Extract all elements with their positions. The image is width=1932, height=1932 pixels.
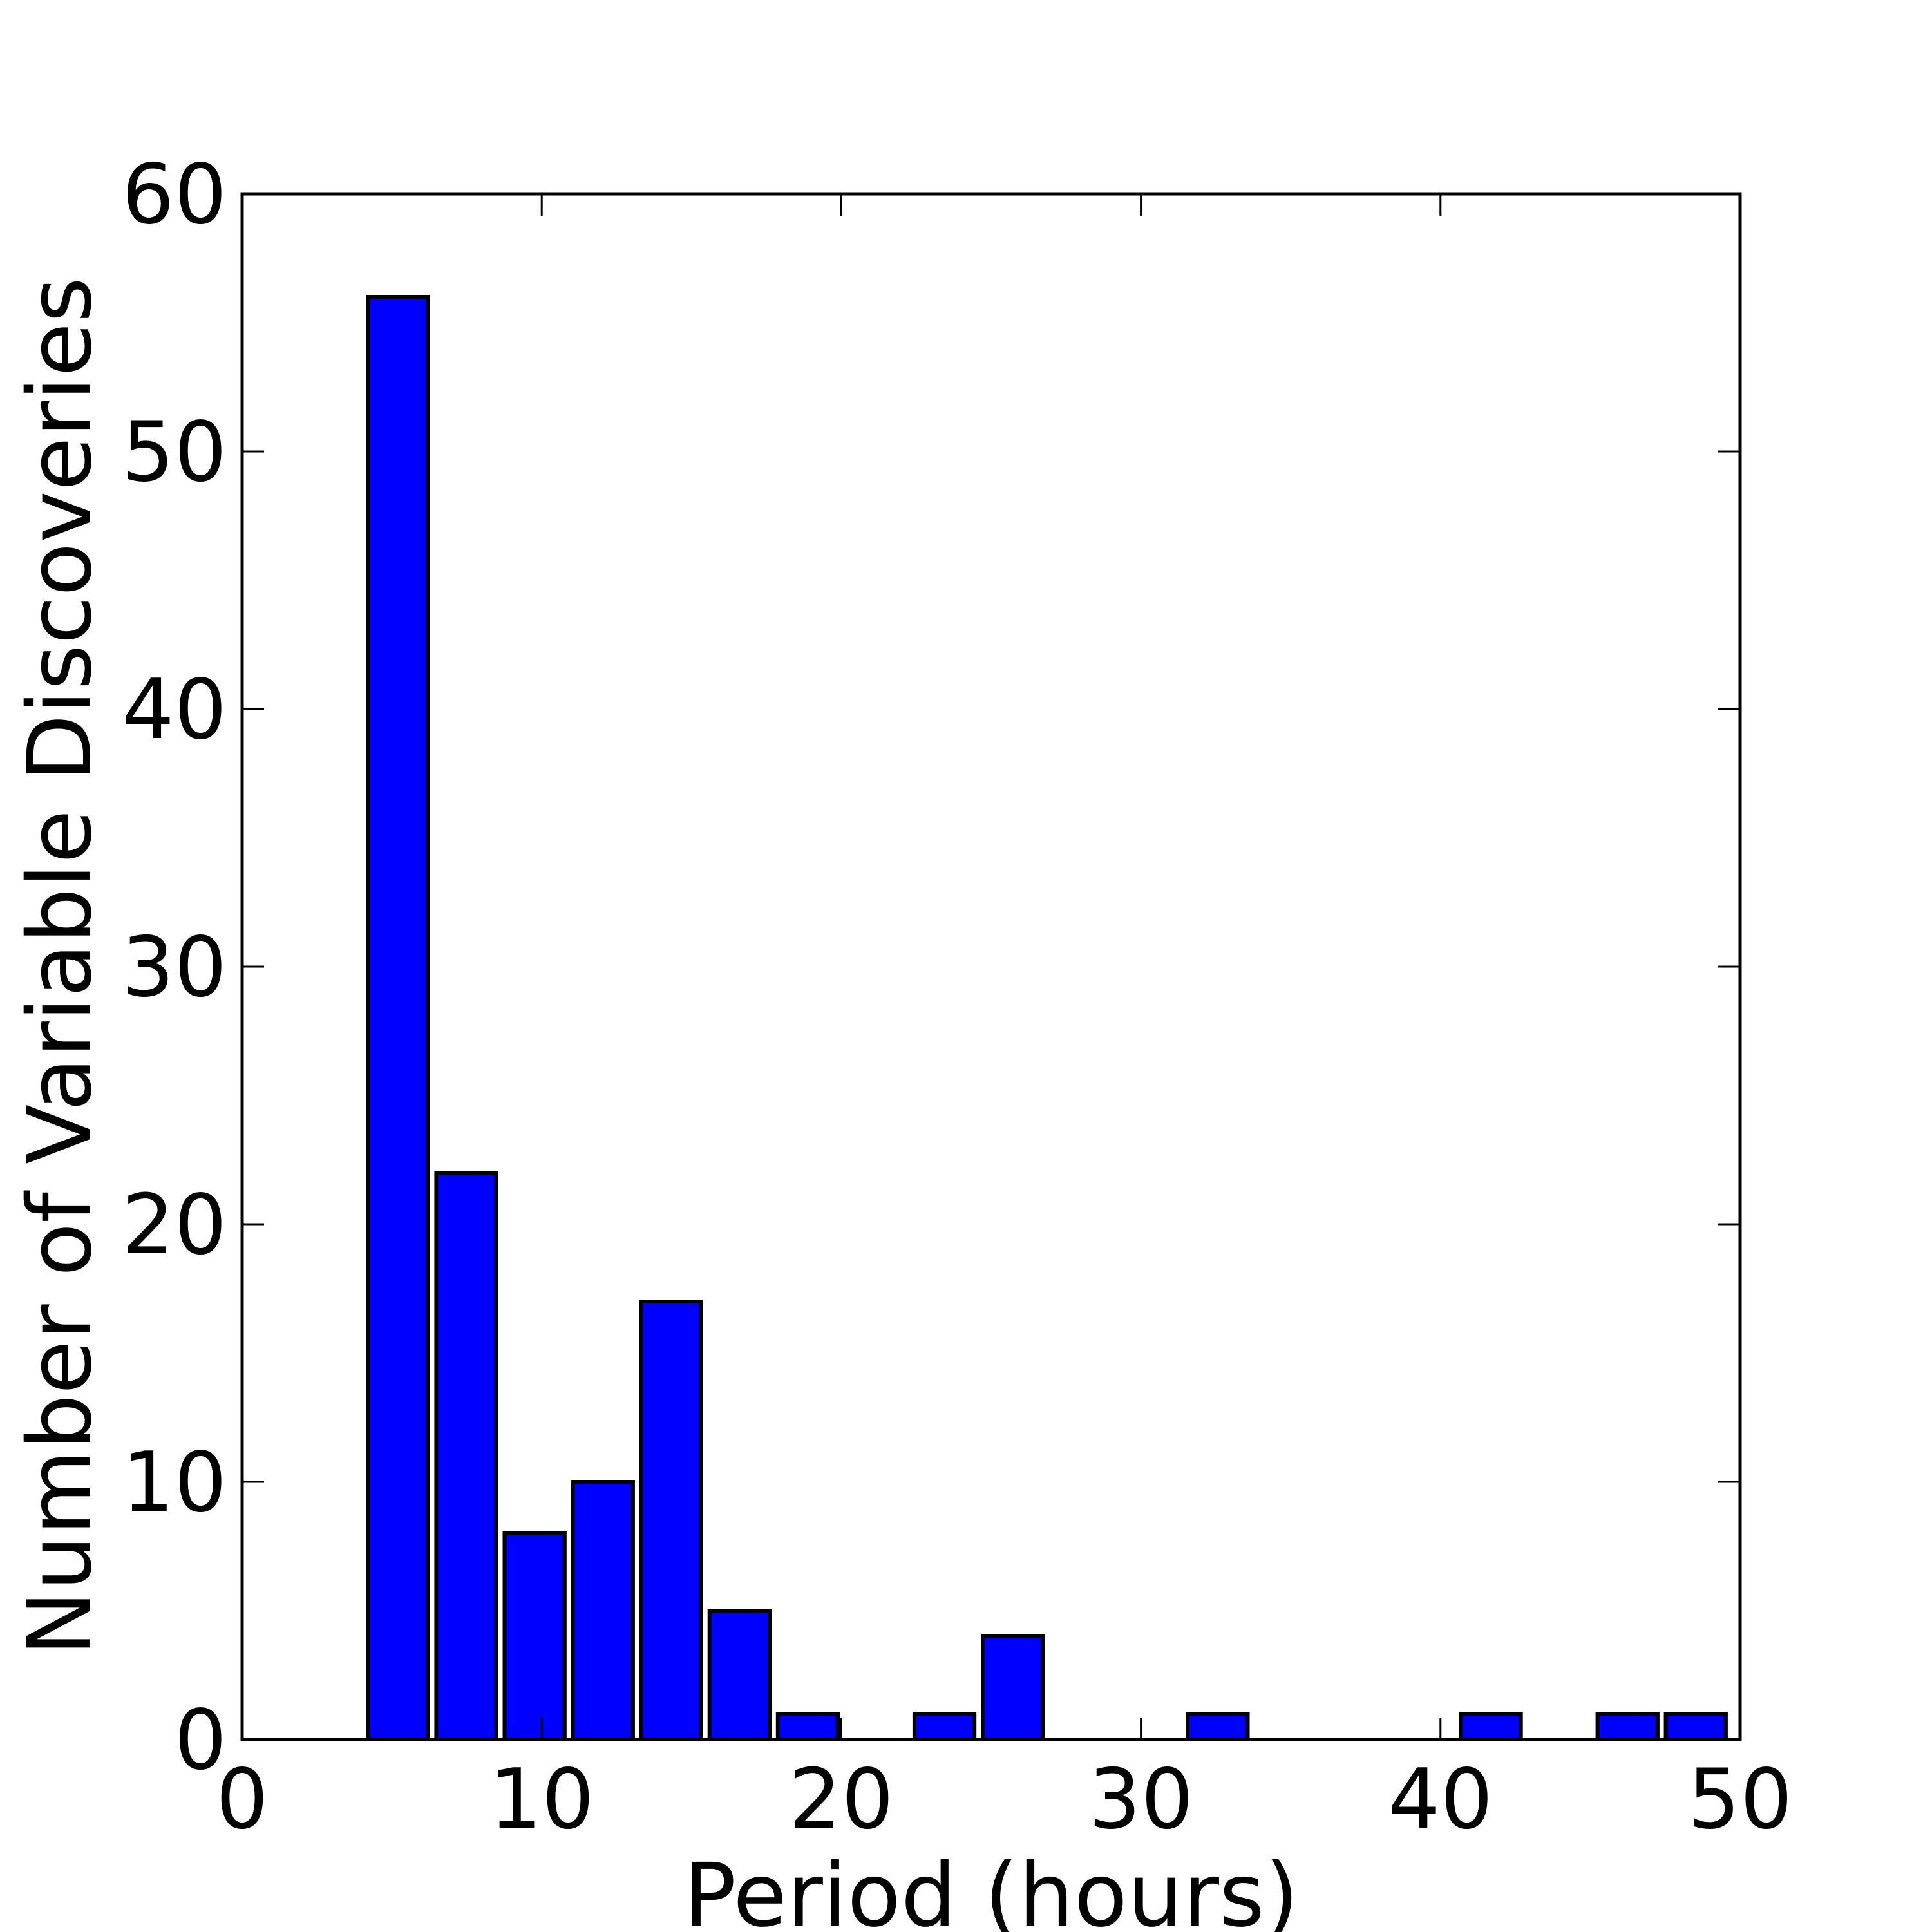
bar-1 — [434, 1171, 498, 1741]
bar-4 — [639, 1300, 703, 1741]
tick-labels-group: 0 10 20 30 40 50 0 10 20 30 40 50 60 — [122, 147, 1792, 1848]
bar-6 — [775, 1712, 840, 1741]
bar-18 — [1595, 1712, 1660, 1741]
bar-9 — [981, 1634, 1045, 1741]
bar-2 — [502, 1531, 567, 1741]
y-tick-label-50: 50 — [122, 404, 227, 500]
x-tick-label-40: 40 — [1388, 1752, 1493, 1848]
y-tick-label-10: 10 — [122, 1435, 227, 1531]
x-tick-label-0: 0 — [216, 1752, 268, 1848]
x-tick-label-20: 20 — [789, 1752, 894, 1848]
x-tick-label-30: 30 — [1088, 1752, 1193, 1848]
bar-12 — [1186, 1712, 1250, 1741]
plot-frame — [240, 192, 1742, 1741]
bar-16 — [1459, 1712, 1523, 1741]
y-tick-label-40: 40 — [122, 662, 227, 758]
x-tick-label-10: 10 — [489, 1752, 594, 1848]
y-axis-label: Number of Variable Discoveries — [10, 277, 111, 1656]
y-tick-label-60: 60 — [122, 147, 227, 243]
bar-5 — [707, 1609, 772, 1741]
bar-0 — [366, 295, 430, 1741]
bar-3 — [571, 1480, 635, 1741]
x-axis-label: Period (hours) — [683, 1845, 1299, 1932]
y-tick-label-20: 20 — [122, 1177, 227, 1273]
bar-8 — [912, 1712, 977, 1741]
bar-19 — [1663, 1712, 1728, 1741]
y-tick-label-30: 30 — [122, 920, 227, 1016]
bars-group — [366, 295, 1728, 1741]
x-tick-label-50: 50 — [1688, 1752, 1793, 1848]
y-tick-label-0: 0 — [175, 1692, 227, 1788]
